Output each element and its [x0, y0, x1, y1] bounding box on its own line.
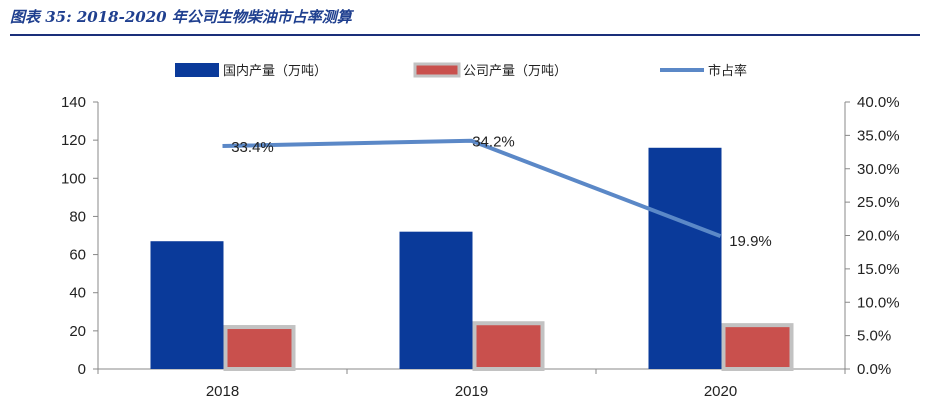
share-line: [222, 138, 722, 239]
right-tick-label: 20.0%: [857, 228, 900, 245]
right-tick-label: 5.0%: [857, 328, 891, 345]
legend-label: 市占率: [708, 63, 747, 79]
legend-company: 公司产量（万吨）: [413, 62, 567, 79]
right-tick-label: 0.0%: [857, 361, 891, 378]
domestic-output-bar: [150, 241, 224, 369]
left-tick-label: 100: [61, 170, 86, 187]
company-output-bar: [223, 325, 296, 371]
share-data-label: 33.4%: [231, 139, 274, 156]
legend-domestic: 国内产量（万吨）: [175, 63, 327, 79]
x-axis: 2018 2019 2020: [97, 368, 846, 400]
left-tick-label: 120: [61, 132, 86, 149]
company-output-bar: [472, 321, 545, 372]
figure-title: 图表 35: 2018-2020 年公司生物柴油市占率测算: [10, 8, 355, 26]
share-data-label: 19.9%: [729, 233, 772, 250]
right-tick-label: 15.0%: [857, 261, 900, 278]
company-output-bar: [721, 323, 794, 371]
legend-label: 公司产量（万吨）: [463, 64, 567, 79]
legend: 国内产量（万吨） 公司产量（万吨） 市占率: [175, 62, 747, 79]
left-tick-label: 60: [69, 247, 86, 264]
right-tick-label: 30.0%: [857, 161, 900, 178]
x-tick-label: 2018: [206, 383, 239, 400]
left-tick-label: 20: [69, 323, 86, 340]
legend-label: 国内产量（万吨）: [223, 63, 327, 79]
legend-share: 市占率: [660, 63, 747, 79]
share-line-series: 33.4% 34.2% 19.9%: [222, 134, 772, 250]
x-tick-label: 2019: [455, 383, 488, 400]
left-tick-label: 0: [78, 361, 86, 378]
legend-swatch-bar: [175, 63, 219, 77]
bar-series: [150, 147, 794, 372]
right-tick-label: 35.0%: [857, 127, 900, 144]
domestic-output-bar: [648, 147, 722, 369]
right-tick-label: 40.0%: [857, 94, 900, 111]
left-tick-label: 40: [69, 285, 86, 302]
right-tick-label: 25.0%: [857, 194, 900, 211]
right-tick-label: 10.0%: [857, 294, 900, 311]
domestic-output-bar: [399, 231, 473, 369]
share-data-label: 34.2%: [472, 134, 515, 151]
left-y-axis: 0 20 40 60 80 100 120 140: [61, 94, 99, 378]
left-tick-label: 80: [69, 208, 86, 225]
left-tick-label: 140: [61, 94, 86, 111]
legend-swatch-bar: [413, 62, 461, 78]
right-y-axis: 0.0% 5.0% 10.0% 15.0% 20.0% 25.0% 30.0% 35.0% 40…: [844, 94, 900, 378]
x-tick-label: 2020: [704, 383, 737, 400]
